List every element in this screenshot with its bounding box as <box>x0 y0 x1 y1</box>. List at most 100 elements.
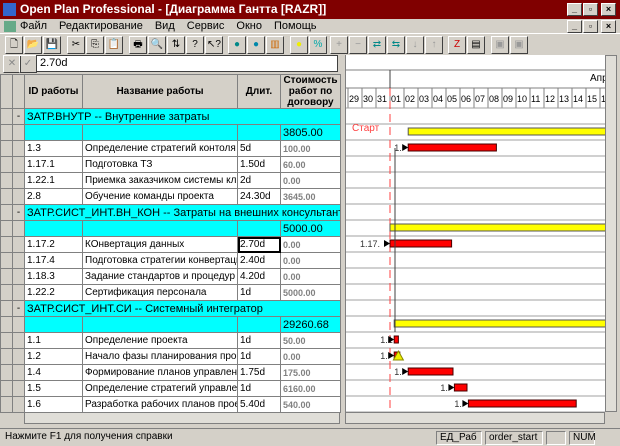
task-duration[interactable]: 2d <box>237 172 281 189</box>
expand-icon[interactable]: ▣ <box>510 36 528 54</box>
task-cost[interactable]: 0.00 <box>280 268 341 285</box>
task-id[interactable]: 1.17.1 <box>24 156 83 173</box>
task-name[interactable]: Разработка рабочих планов проекта <box>82 396 238 413</box>
table-row[interactable]: 1.1 Определение проекта 1d 50.00 <box>0 332 341 349</box>
task-bar[interactable] <box>407 367 454 376</box>
table-row[interactable]: 1.22.2 Сертификация персонала 1d 5000.00 <box>0 284 341 301</box>
task-duration[interactable]: 1d <box>237 284 281 301</box>
globe-icon[interactable]: ● <box>247 36 265 54</box>
task-cost[interactable]: 50.00 <box>280 332 341 349</box>
cancel-edit-icon[interactable]: ✕ <box>3 55 21 73</box>
group-row[interactable]: - ЗАТР.СИСТ_ИНТ.ВН_КОН -- Затраты на внеш… <box>0 204 341 221</box>
menu-item[interactable]: Помощь <box>273 20 317 32</box>
print-icon[interactable]: 🖶 <box>129 36 147 54</box>
summary-bar[interactable] <box>393 319 605 328</box>
group-row[interactable]: - ЗАТР.СИСТ_ИНТ.СИ -- Системный интеграто… <box>0 300 341 317</box>
collapse-toggle[interactable]: - <box>12 108 25 125</box>
task-id[interactable]: 1.5 <box>24 380 83 397</box>
task-duration[interactable]: 5d <box>237 140 281 157</box>
link-icon[interactable]: ⇄ <box>368 36 386 54</box>
col-name[interactable]: Название работы <box>82 74 238 109</box>
minimize-button[interactable]: _ <box>567 3 582 16</box>
edit-input[interactable]: 2.70d <box>36 55 338 72</box>
task-cost[interactable]: 3645.00 <box>280 188 341 205</box>
chart-icon[interactable]: ▥ <box>266 36 284 54</box>
doc-minimize-button[interactable]: _ <box>567 20 582 33</box>
percent-icon[interactable]: % <box>309 36 327 54</box>
col-cost[interactable]: Стоимость работ по договору <box>280 74 341 109</box>
task-cost[interactable]: 540.00 <box>280 396 341 413</box>
task-duration[interactable]: 5.40d <box>237 396 281 413</box>
zoom-icon[interactable]: Z <box>448 36 466 54</box>
task-id[interactable]: 1.22.2 <box>24 284 83 301</box>
table-row[interactable]: 1.17.4 Подготовка стратегии конвертации 2.… <box>0 252 341 269</box>
task-name[interactable]: Подготовка ТЗ <box>82 156 238 173</box>
task-cost[interactable]: 0.00 <box>280 252 341 269</box>
task-id[interactable]: 1.2 <box>24 348 83 365</box>
task-id[interactable]: 1.1 <box>24 332 83 349</box>
collapse-toggle[interactable]: - <box>12 204 25 221</box>
task-bar[interactable] <box>393 335 399 344</box>
milestone-icon[interactable] <box>392 349 405 361</box>
confirm-edit-icon[interactable]: ✓ <box>19 55 37 73</box>
col-duration[interactable]: Длит. <box>237 74 281 109</box>
menu-item[interactable]: Окно <box>236 20 262 32</box>
task-cost[interactable]: 60.00 <box>280 156 341 173</box>
menu-item[interactable]: Вид <box>154 20 175 32</box>
task-name[interactable]: Задание стандартов и процедур по д <box>82 268 238 285</box>
table-row[interactable]: 2.8 Обучение команды проекта 24.30d 3645.00 <box>0 188 341 205</box>
whats-this-icon[interactable]: ↖? <box>205 36 223 54</box>
up-icon[interactable]: ↑ <box>425 36 443 54</box>
task-duration[interactable]: 1.50d <box>237 156 281 173</box>
col-id[interactable]: ID работы <box>24 74 83 109</box>
task-duration[interactable]: 1.75d <box>237 364 281 381</box>
task-name[interactable]: Сертификация персонала <box>82 284 238 301</box>
task-duration[interactable]: 1d <box>237 332 281 349</box>
gantt-vscrollbar[interactable] <box>605 55 617 412</box>
task-id[interactable]: 1.17.4 <box>24 252 83 269</box>
table-row[interactable]: 1.4 Формирование планов управления 1.75d 17… <box>0 364 341 381</box>
cut-icon[interactable]: ✂ <box>67 36 85 54</box>
table-row[interactable]: 1.17.2 КОнвертация данных 2.70d 0.00 <box>0 236 341 253</box>
doc-restore-button[interactable]: ▫ <box>583 20 598 33</box>
close-button[interactable]: × <box>601 3 616 16</box>
summary-bar[interactable] <box>407 127 605 136</box>
menu-item[interactable]: Файл <box>20 20 48 32</box>
remove-icon[interactable]: − <box>349 36 367 54</box>
task-name[interactable]: Начало фазы планирования проекта <box>82 348 238 365</box>
task-bar[interactable] <box>453 383 468 392</box>
task-cost[interactable]: 175.00 <box>280 364 341 381</box>
paste-icon[interactable]: 📋 <box>105 36 123 54</box>
task-duration[interactable]: 2.70d <box>237 236 281 253</box>
task-id[interactable]: 1.6 <box>24 396 83 413</box>
doc-close-button[interactable]: × <box>601 20 616 33</box>
task-bar[interactable] <box>389 239 453 248</box>
task-bar[interactable] <box>407 143 497 152</box>
menu-item[interactable]: Сервис <box>186 20 225 32</box>
task-cost[interactable]: 0.00 <box>280 172 341 189</box>
task-id[interactable]: 1.18.3 <box>24 268 83 285</box>
task-cost[interactable]: 6160.00 <box>280 380 341 397</box>
task-duration[interactable]: 4.20d <box>237 268 281 285</box>
task-id[interactable]: 1.22.1 <box>24 172 83 189</box>
group-row[interactable]: - ЗАТР.ВНУТР -- Внутренние затраты <box>0 108 341 125</box>
preview-icon[interactable]: 🔍 <box>148 36 166 54</box>
task-duration[interactable]: 2.40d <box>237 252 281 269</box>
task-id[interactable]: 1.3 <box>24 140 83 157</box>
down-icon[interactable]: ↓ <box>406 36 424 54</box>
table-hscrollbar[interactable] <box>24 412 340 424</box>
summary-bar[interactable] <box>389 223 605 232</box>
gantt-hscrollbar[interactable] <box>345 412 605 424</box>
add-icon[interactable]: + <box>330 36 348 54</box>
restore-button[interactable]: ▫ <box>583 3 598 16</box>
unlink-icon[interactable]: ⇆ <box>387 36 405 54</box>
task-name[interactable]: Формирование планов управления <box>82 364 238 381</box>
task-bar[interactable] <box>467 399 577 408</box>
task-name[interactable]: Приемка заказчиком системы клиент <box>82 172 238 189</box>
